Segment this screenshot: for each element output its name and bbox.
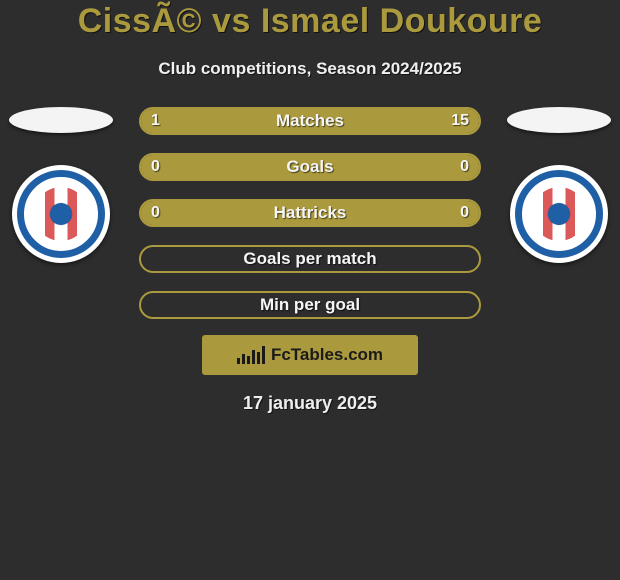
right-player-col [504,107,614,263]
main-row: 115Matches 00Goals 00Hattricks Goals per ma… [0,107,620,319]
stats-bars: 115Matches 00Goals 00Hattricks Goals per ma… [135,107,485,319]
stat-bar: 00Goals [139,153,481,181]
stat-bar: 00Hattricks [139,199,481,227]
stat-label: Min per goal [141,293,479,317]
left-player-col [6,107,116,263]
stat-label: Goals [141,155,479,179]
left-club-crest [12,165,110,263]
stat-label: Matches [141,109,479,133]
left-player-avatar [9,107,113,133]
brand-text: FcTables.com [271,345,383,365]
stat-bar: Goals per match [139,245,481,273]
brand-chart-icon [237,346,265,364]
comparison-widget: CissÃ© vs Ismael Doukoure Club competiti… [0,0,620,414]
stat-label: Goals per match [141,247,479,271]
page-title: CissÃ© vs Ismael Doukoure [0,2,620,41]
brand-badge[interactable]: FcTables.com [202,335,418,375]
right-player-avatar [507,107,611,133]
right-club-crest [510,165,608,263]
stat-bar: 115Matches [139,107,481,135]
page-subtitle: Club competitions, Season 2024/2025 [0,59,620,79]
stat-bar: Min per goal [139,291,481,319]
date-line: 17 january 2025 [0,393,620,414]
stat-label: Hattricks [141,201,479,225]
